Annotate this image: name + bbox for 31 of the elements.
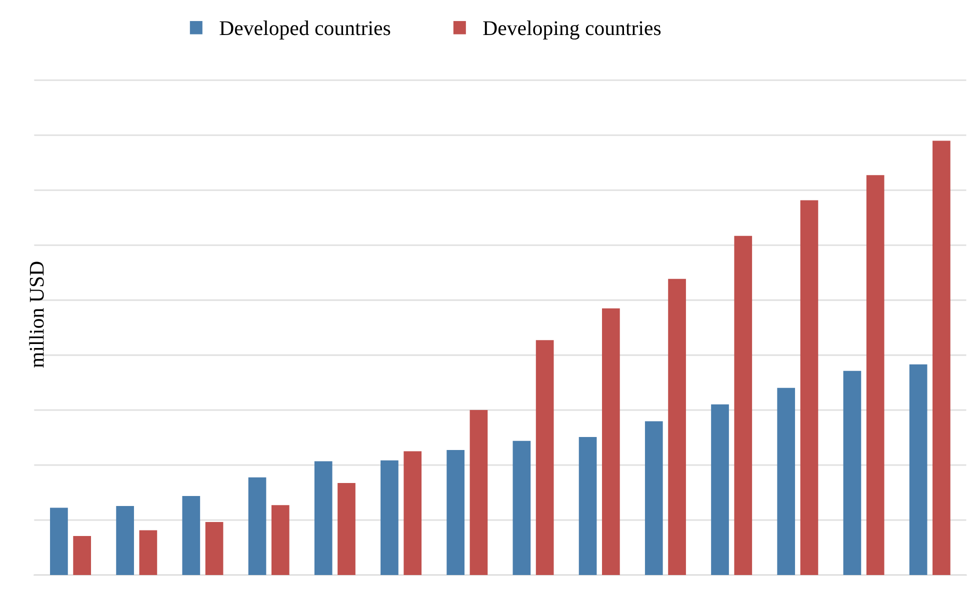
bar xyxy=(800,200,818,576)
y-axis-title: million USD xyxy=(29,262,44,368)
bar xyxy=(578,436,597,576)
bar xyxy=(205,522,224,576)
bar xyxy=(271,505,290,576)
bar xyxy=(139,530,158,576)
bar xyxy=(248,477,266,576)
bar xyxy=(470,410,488,576)
bar xyxy=(602,308,620,576)
bar xyxy=(777,388,796,576)
bar xyxy=(116,506,134,576)
bar xyxy=(866,175,884,576)
bar xyxy=(711,404,729,576)
bar xyxy=(446,450,465,576)
bar xyxy=(380,460,398,576)
bar xyxy=(843,370,862,576)
bar xyxy=(909,364,928,576)
bar xyxy=(314,461,332,576)
bar xyxy=(644,421,663,576)
bar xyxy=(512,440,531,576)
bar xyxy=(932,140,950,576)
bar xyxy=(182,496,200,576)
bar xyxy=(734,236,752,576)
legend-label: Developing countries xyxy=(483,20,661,40)
bar xyxy=(50,508,68,576)
bar xyxy=(536,340,554,576)
bar xyxy=(73,536,92,576)
legend-label: Developed countries xyxy=(220,20,390,40)
bar xyxy=(404,451,422,576)
bar xyxy=(338,482,356,576)
bar xyxy=(668,278,686,576)
